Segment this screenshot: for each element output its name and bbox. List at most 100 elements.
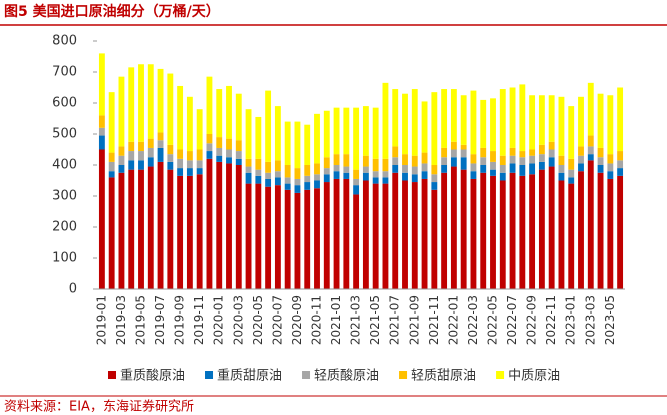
bar-segment: [431, 92, 438, 165]
bar-segment: [245, 109, 252, 159]
bar-segment: [284, 121, 291, 165]
bar-segment: [333, 107, 340, 155]
bar-segment: [578, 96, 584, 147]
x-tick-label: 2019-03: [114, 295, 128, 345]
bar-segment: [558, 180, 565, 289]
x-tick-label: 2020-11: [310, 295, 324, 345]
bar-segment: [548, 95, 555, 142]
bar-segment: [499, 180, 506, 289]
legend-swatch: [302, 371, 311, 379]
bar-segment: [157, 161, 164, 289]
bar-segment: [138, 160, 144, 170]
bar-segment: [460, 95, 467, 145]
bar-segment: [617, 168, 624, 176]
bar-segment: [186, 175, 193, 289]
bar-segment: [558, 96, 565, 156]
y-tick-label: 0: [69, 282, 77, 297]
bar-segment: [98, 53, 105, 116]
bar-segment: [568, 169, 575, 178]
bar-segment: [147, 147, 154, 158]
bar-segment: [245, 183, 252, 289]
bar-segment: [441, 157, 448, 165]
bar-segment: [607, 95, 614, 155]
bar-segment: [382, 158, 389, 172]
legend-swatch: [205, 371, 214, 379]
bar-segment: [177, 168, 184, 176]
bar-segment: [353, 185, 360, 195]
bar-segment: [265, 186, 272, 289]
bar-segment: [538, 161, 545, 170]
bar-segment: [284, 165, 291, 178]
bar-segment: [245, 166, 252, 173]
bar-segment: [265, 172, 272, 179]
bar-segment: [333, 171, 340, 179]
bar-segment: [529, 95, 536, 150]
bar-segment: [529, 174, 536, 289]
bar-segment: [226, 149, 232, 158]
x-tick-label: 2021-05: [368, 295, 382, 345]
y-tick-label: 600: [52, 96, 77, 111]
bar-segment: [157, 132, 164, 141]
bar-segment: [617, 175, 624, 289]
bar-segment: [490, 161, 496, 170]
bar-segment: [304, 175, 311, 183]
x-tick-label: 2022-11: [544, 295, 558, 345]
x-tick-label: 2021-03: [349, 295, 363, 345]
bar-segment: [343, 178, 350, 289]
bar-segment: [235, 151, 242, 159]
bar-segment: [519, 157, 526, 165]
bar-segment: [157, 147, 164, 162]
bar-segment: [548, 166, 555, 289]
bar-segment: [509, 163, 516, 173]
bar-segment: [450, 166, 457, 289]
bar-segment: [255, 158, 262, 170]
bar-segment: [304, 182, 311, 190]
bar-segment: [118, 76, 125, 147]
x-tick-label: 2020-03: [231, 295, 245, 345]
bar-segment: [362, 180, 369, 289]
y-tick-label: 400: [52, 158, 77, 173]
bar-segment: [226, 138, 232, 150]
bar-segment: [138, 141, 144, 152]
bar-segment: [587, 160, 594, 289]
bar-segment: [235, 165, 242, 289]
legend-swatch: [399, 371, 408, 379]
bar-segment: [519, 84, 526, 152]
bar-segment: [206, 158, 213, 289]
bar-segment: [597, 165, 604, 173]
x-tick-label: 2020-09: [290, 295, 304, 345]
bar-segment: [333, 178, 340, 289]
bar-segment: [421, 171, 428, 179]
x-tick-label: 2022-01: [446, 295, 460, 345]
bar-segment: [157, 68, 164, 133]
bar-segment: [597, 172, 604, 289]
bar-segment: [186, 160, 193, 169]
bar-segment: [411, 155, 418, 167]
bar-segment: [265, 178, 272, 187]
bar-segment: [519, 165, 526, 176]
bar-segment: [587, 146, 594, 155]
bar-segment: [304, 165, 311, 176]
bar-segment: [558, 165, 565, 173]
source: 资料来源：EIA，东海证券研究所: [4, 399, 194, 415]
bar-segment: [284, 189, 291, 289]
bar-segment: [597, 157, 604, 165]
bar-segment: [314, 180, 320, 189]
bar-segment: [392, 146, 399, 158]
bar-segment: [538, 144, 545, 155]
bar-segment: [167, 73, 174, 145]
bar-segment: [245, 158, 252, 167]
bar-segment: [548, 157, 555, 167]
x-tick-label: 2019-11: [192, 295, 206, 345]
bar-segment: [499, 89, 506, 156]
x-tick-label: 2020-07: [270, 295, 284, 345]
bar-segment: [470, 90, 477, 155]
bar-segment: [372, 183, 379, 289]
bar-segment: [402, 172, 408, 181]
legend-label: 轻质酸原油: [314, 369, 379, 384]
bar-segment: [490, 151, 496, 162]
bar-segment: [108, 161, 115, 172]
bar-segment: [108, 92, 115, 153]
y-tick-label: 300: [52, 189, 77, 204]
chart-title: 图5 美国进口原油细分（万桶/天）: [4, 3, 220, 20]
